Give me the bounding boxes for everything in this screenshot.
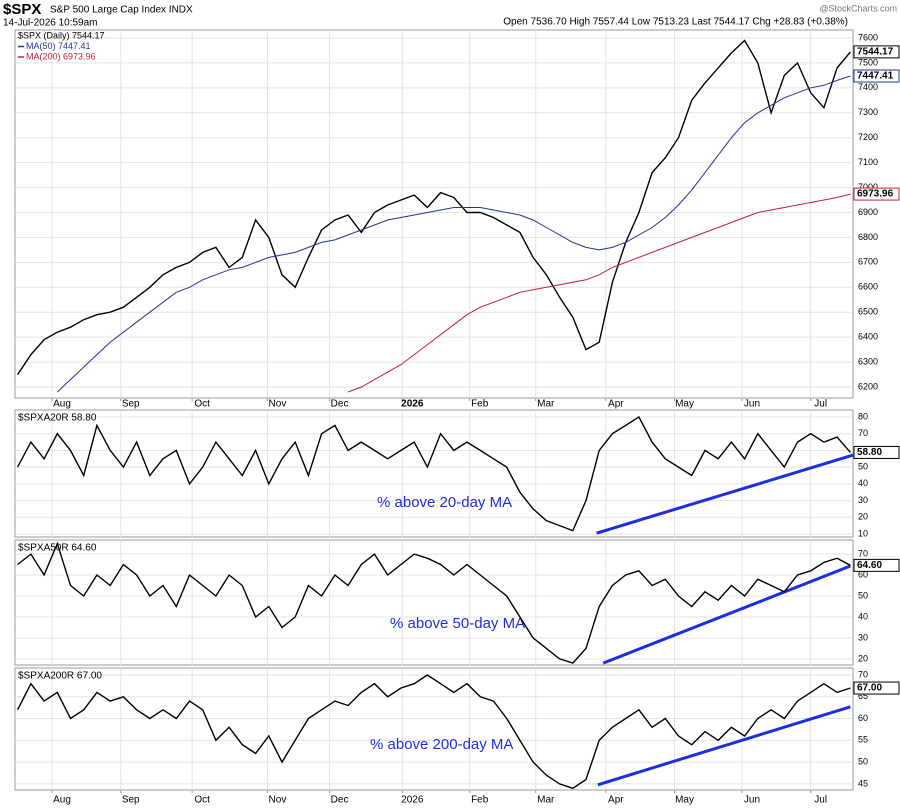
x-tick-label: 2026 [401,399,424,410]
last-value-box [853,45,900,59]
y-tick-label: 20 [858,512,868,522]
last-value-box [853,445,900,459]
annotation: % above 200-day MA [370,736,513,753]
y-tick-label: 6800 [858,232,878,242]
series-line [17,541,851,664]
last-value-label: 58.80 [857,447,882,458]
y-tick-label: 50 [858,756,868,766]
series-line [16,674,851,790]
date: 14-Jul-2026 10:59am [3,18,98,29]
y-tick-label: 50 [858,590,868,600]
last-value-label: 67.00 [857,683,882,694]
x-tick-label: Aug [53,795,71,806]
x-tick-label: Jun [744,795,760,806]
legend-entry: MA(200) 6973.96 [26,51,96,61]
y-tick-label: 20 [858,653,868,663]
x-tick-label: Sep [122,795,140,806]
x-tick-label: Mar [537,795,555,806]
panel-title: $SPXA50R 64.60 [18,543,97,554]
x-tick-label: Dec [331,795,349,806]
y-tick-label: 80 [858,411,868,421]
y-tick-label: 30 [858,495,868,505]
annotation: % above 20-day MA [377,494,512,511]
y-tick-label: 6500 [858,307,878,317]
y-tick-label: 7000 [858,182,878,192]
x-tick-label: Apr [608,795,624,806]
y-tick-label: 7400 [858,82,878,92]
last-value-box [853,69,900,83]
last-value-label: 7544.17 [857,47,894,58]
x-tick-label: 2026 [401,795,424,806]
y-tick-label: 60 [858,713,868,723]
y-tick-label: 10 [858,528,868,538]
x-tick-label: Apr [608,399,624,410]
y-tick-label: 55 [858,735,868,745]
plot-frame [14,667,854,791]
x-tick-label: Dec [331,399,349,410]
y-tick-label: 6600 [858,282,878,292]
annotation: % above 50-day MA [390,615,525,632]
y-tick-label: 6900 [858,207,878,217]
y-tick-label: 50 [858,462,868,472]
series-line [16,416,851,532]
y-tick-label: 7100 [858,157,878,167]
x-tick-label: Sep [122,399,140,410]
last-value-label: 64.60 [857,560,882,571]
y-tick-label: 6200 [858,381,878,391]
last-value-box [853,681,900,695]
y-tick-label: 6400 [858,332,878,342]
x-tick-label: Jul [814,399,827,410]
y-tick-label: 70 [858,548,868,558]
last-value-box [853,558,900,572]
x-tick-label: Oct [194,795,210,806]
legend-entry: MA(50) 7447.41 [26,41,91,51]
y-tick-label: 7600 [858,32,878,42]
trend-line [602,564,851,665]
y-tick-label: 7200 [858,132,878,142]
x-tick-label: Jul [814,795,827,806]
trend-line [596,453,854,535]
x-tick-label: May [675,795,694,806]
y-tick-label: 65 [858,691,868,701]
x-tick-label: Feb [471,795,489,806]
y-tick-label: 70 [858,669,868,679]
legend-entry: $SPX (Daily) 7544.17 [18,30,105,40]
last-value-label: 6973.96 [857,189,894,200]
x-tick-label: Jun [744,399,760,410]
y-tick-label: 7500 [858,57,878,67]
x-tick-label: Oct [194,399,210,410]
series-line [347,193,851,393]
x-tick-label: May [675,399,694,410]
chart-title: $SPX [3,1,41,18]
y-tick-label: 70 [858,428,868,438]
last-value-label: 7447.41 [857,71,894,82]
x-tick-label: Mar [537,399,555,410]
series-line [56,75,851,393]
panel-title: $SPXA20R 58.80 [18,413,97,424]
plot-frame [14,29,854,399]
chart-subtitle: S&P 500 Large Cap Index INDX [50,5,193,16]
x-tick-label: Nov [269,795,287,806]
y-tick-label: 6700 [858,257,878,267]
y-tick-label: 45 [858,778,868,788]
quote: Open 7536.70 High 7557.44 Low 7513.23 La… [503,17,848,28]
x-tick-label: Nov [269,399,287,410]
y-tick-label: 7300 [858,107,878,117]
y-tick-label: 40 [858,478,868,488]
series-line [17,39,851,375]
trend-line [597,705,851,787]
panel-title: $SPXA200R 67.00 [18,671,102,682]
y-tick-label: 60 [858,569,868,579]
y-tick-label: 30 [858,632,868,642]
source: @StockCharts.com [819,3,897,13]
last-value-box [853,187,900,201]
x-tick-label: Feb [471,399,489,410]
plot-frame [14,409,854,538]
plot-frame [14,539,854,666]
x-tick-label: Aug [53,399,71,410]
y-tick-label: 6300 [858,356,878,366]
y-tick-label: 40 [858,611,868,621]
